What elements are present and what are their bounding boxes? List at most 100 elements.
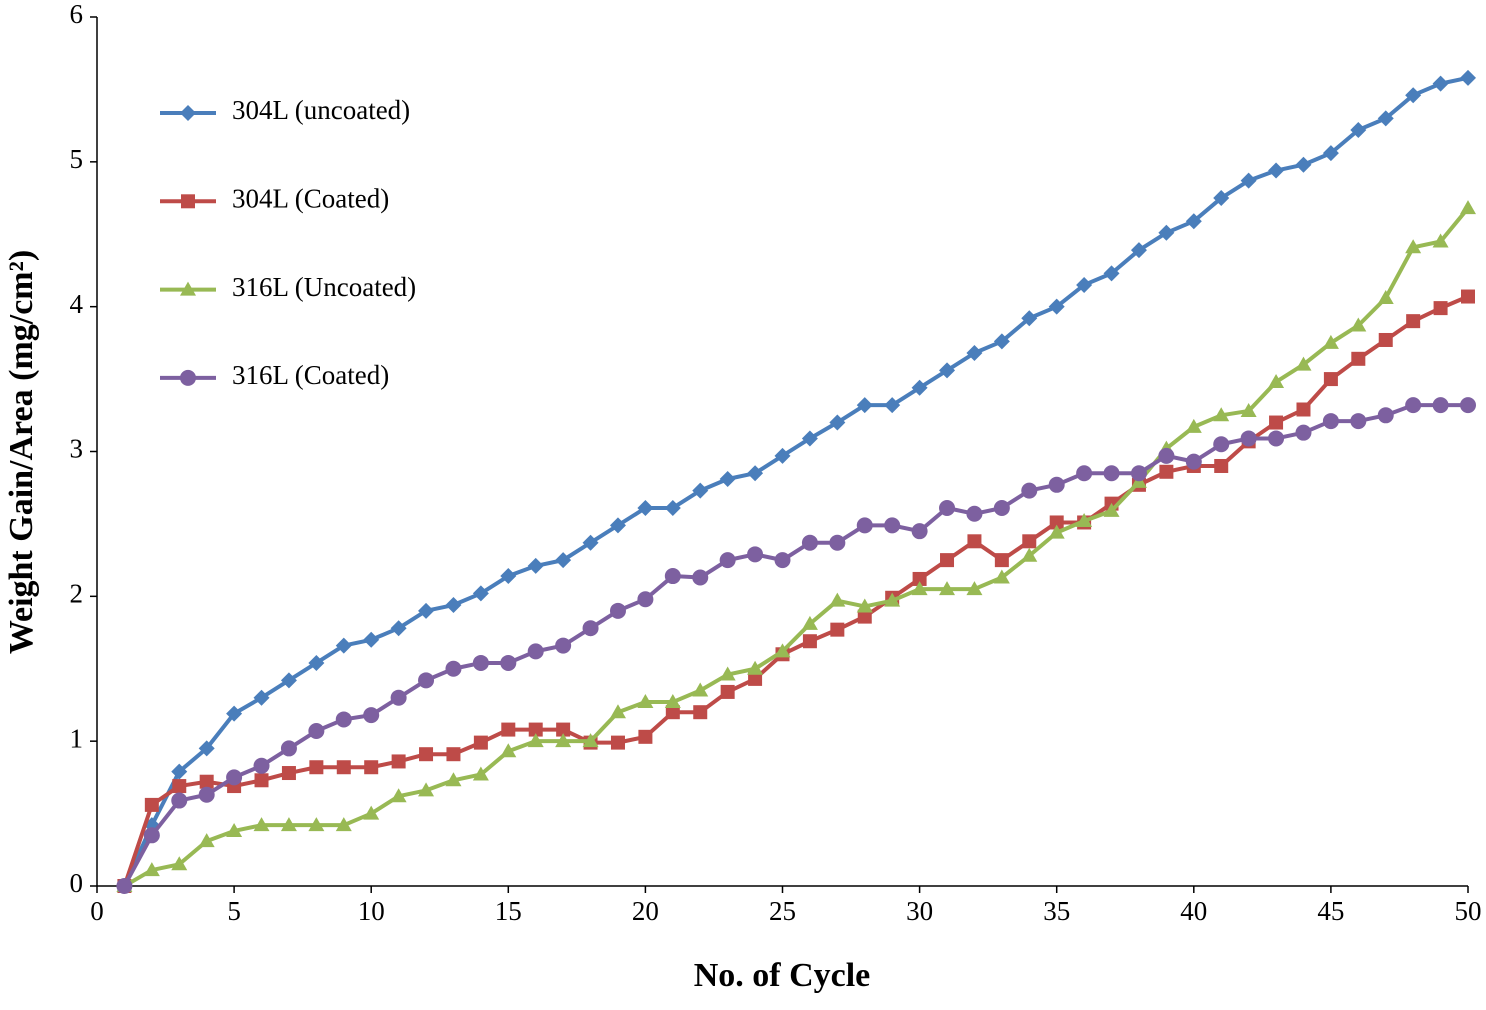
data-point: [665, 705, 680, 720]
data-point: [1322, 145, 1339, 162]
data-point: [1406, 314, 1421, 329]
data-point: [473, 735, 488, 750]
data-point: [966, 581, 983, 596]
data-point: [1350, 317, 1367, 332]
data-point: [993, 569, 1010, 584]
data-point: [364, 760, 379, 775]
data-point: [198, 833, 215, 848]
data-point: [939, 362, 956, 379]
data-point: [1432, 233, 1449, 248]
data-point: [747, 546, 764, 563]
data-point: [1377, 289, 1394, 304]
data-point: [1076, 513, 1093, 528]
data-point: [172, 779, 187, 794]
data-point: [1432, 397, 1449, 414]
data-point: [418, 782, 435, 797]
data-point: [1295, 424, 1312, 441]
data-point: [1103, 502, 1120, 517]
data-point: [1296, 402, 1311, 417]
data-point: [1213, 407, 1230, 422]
data-point: [664, 694, 681, 709]
data-point: [1351, 351, 1366, 366]
data-point: [692, 569, 709, 586]
data-point: [1322, 413, 1339, 430]
data-point: [253, 689, 270, 706]
data-point: [199, 774, 214, 789]
data-point: [1405, 239, 1422, 254]
data-point: [171, 856, 188, 871]
data-point: [774, 447, 791, 464]
data-point: [1405, 397, 1422, 414]
x-tick-label: 35: [1043, 896, 1070, 926]
data-point: [336, 760, 351, 775]
data-point: [1158, 447, 1175, 464]
data-point: [253, 817, 270, 832]
data-point: [226, 822, 243, 837]
data-point: [747, 465, 764, 482]
x-tick-label: 5: [227, 896, 241, 926]
data-point: [1048, 298, 1065, 315]
data-point: [501, 722, 516, 737]
data-point: [720, 684, 735, 699]
data-point: [1076, 276, 1093, 293]
data-point: [281, 766, 296, 781]
data-point: [609, 517, 626, 534]
data-point: [1130, 242, 1147, 259]
legend-label: 304L (Coated): [232, 184, 389, 214]
data-point: [1021, 310, 1038, 327]
data-point: [1021, 482, 1038, 499]
data-point: [748, 671, 763, 686]
data-point: [1185, 453, 1202, 470]
data-point: [1159, 464, 1174, 479]
data-point: [966, 345, 983, 362]
data-point: [555, 733, 572, 748]
data-point: [1103, 465, 1120, 482]
data-point: [719, 552, 736, 569]
data-point: [1377, 407, 1394, 424]
data-point: [308, 723, 325, 740]
data-point: [1213, 190, 1230, 207]
y-axis-title: Weight Gain/Area (mg/cm²): [3, 250, 40, 654]
y-tick-label: 4: [70, 289, 84, 319]
data-point: [390, 689, 407, 706]
data-point: [1323, 372, 1338, 387]
data-point: [1021, 547, 1038, 562]
data-point: [692, 482, 709, 499]
data-point: [1240, 172, 1257, 189]
data-point: [390, 620, 407, 637]
data-point: [719, 666, 736, 681]
x-tick-label: 25: [769, 896, 796, 926]
data-point: [801, 430, 818, 447]
x-tick-label: 10: [358, 896, 385, 926]
data-point: [609, 602, 626, 619]
data-point: [856, 397, 873, 414]
data-point: [912, 571, 927, 586]
data-point: [335, 711, 352, 728]
data-point: [1268, 373, 1285, 388]
data-point: [1185, 213, 1202, 230]
data-point: [198, 786, 215, 803]
data-point: [1295, 356, 1312, 371]
data-point: [911, 379, 928, 396]
data-point: [638, 729, 653, 744]
data-point: [472, 654, 489, 671]
y-tick-label: 5: [70, 144, 84, 174]
data-point: [1048, 524, 1065, 539]
data-point: [363, 707, 380, 724]
data-point: [1022, 534, 1037, 549]
data-point: [774, 552, 791, 569]
data-point: [445, 772, 462, 787]
data-point: [993, 333, 1010, 350]
data-point: [308, 654, 325, 671]
y-tick-label: 0: [70, 868, 84, 898]
data-point: [1185, 418, 1202, 433]
data-point: [527, 733, 544, 748]
x-tick-label: 30: [906, 896, 933, 926]
data-point: [1213, 436, 1230, 453]
data-point: [1048, 476, 1065, 493]
y-tick-label: 2: [70, 579, 84, 609]
data-point: [445, 597, 462, 614]
data-point: [143, 827, 160, 844]
data-point: [500, 568, 517, 585]
